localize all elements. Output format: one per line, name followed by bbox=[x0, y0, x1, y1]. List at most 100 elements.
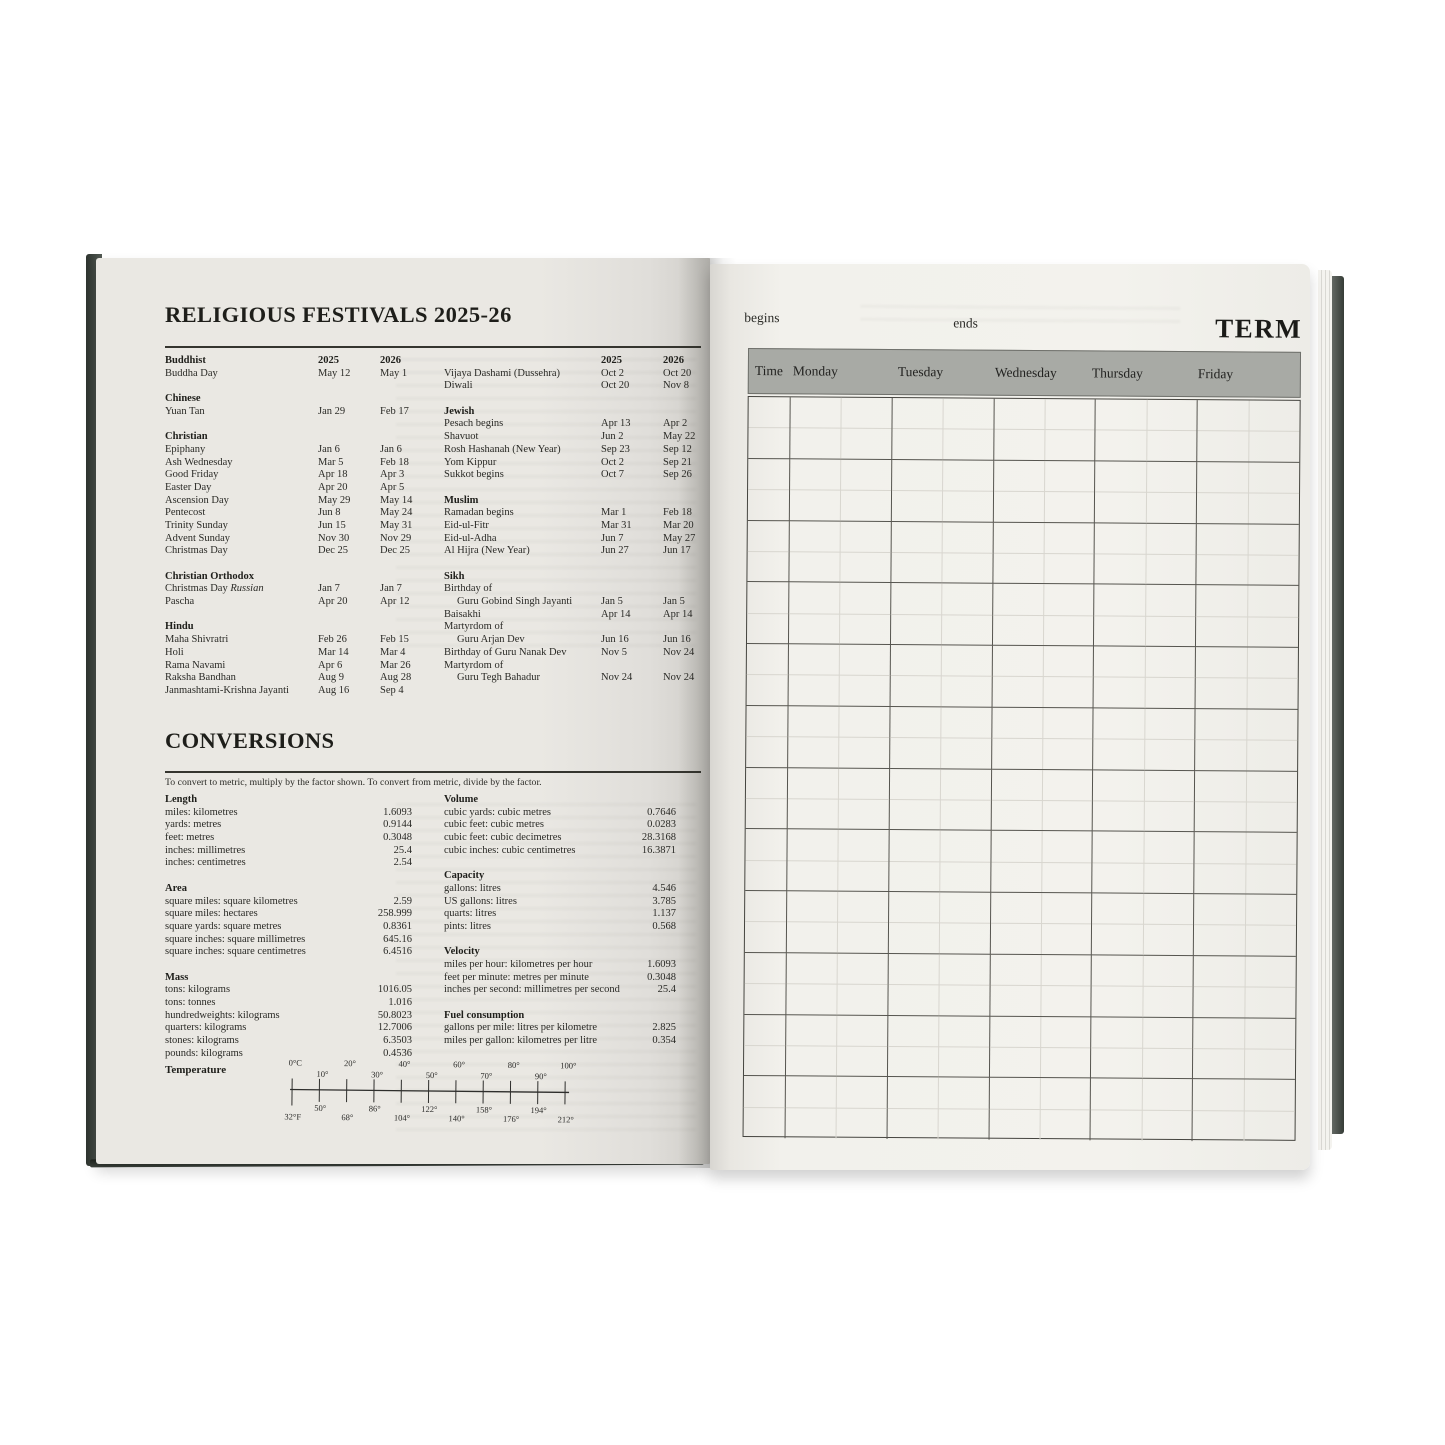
conversions-left-column: Length miles: kilometres 1.6093 yards: m… bbox=[165, 794, 412, 1060]
conversion-label: feet per minute: metres per minute bbox=[444, 971, 589, 983]
day-cell bbox=[788, 582, 892, 645]
conversion-label: tons: kilograms bbox=[165, 984, 231, 996]
festival-name: Birthday of Guru Nanak Dev bbox=[444, 646, 567, 658]
festival-date-2026: 2026 bbox=[663, 355, 684, 366]
festival-date-2025: Jun 16 bbox=[601, 634, 629, 646]
festival-row: Maha Shivratri Feb 26 Feb 15 bbox=[165, 634, 421, 647]
conversion-value: 1.137 bbox=[652, 908, 676, 920]
conversion-row: cubic feet: cubic metres 0.0283 bbox=[444, 819, 676, 832]
festival-name: Pesach begins bbox=[444, 418, 504, 430]
festival-date-2026: Jan 6 bbox=[380, 443, 402, 455]
festival-name: Ascension Day bbox=[165, 494, 229, 506]
festival-date-2025: Jan 29 bbox=[318, 405, 346, 417]
conversion-row: square yards: square metres 0.8361 bbox=[165, 921, 412, 934]
right-page: begins ends TERM Time Monday Tuesday Wed… bbox=[710, 264, 1310, 1170]
festival-row: Ash Wednesday Mar 5 Feb 18 bbox=[165, 457, 421, 470]
festival-date-2025: Jan 7 bbox=[318, 583, 340, 595]
festival-date-2025: Mar 5 bbox=[318, 456, 344, 468]
svg-text:212°: 212° bbox=[558, 1114, 574, 1124]
day-cell bbox=[1195, 647, 1298, 710]
festival-date-2026: Sep 4 bbox=[380, 684, 404, 696]
svg-text:158°: 158° bbox=[476, 1104, 492, 1114]
conversion-row: square inches: square millimetres 645.16 bbox=[165, 934, 412, 947]
svg-text:70°: 70° bbox=[480, 1071, 492, 1081]
conversion-label: gallons: litres bbox=[444, 882, 501, 894]
festival-date-2025: Aug 16 bbox=[318, 684, 350, 696]
festival-date-2025: Mar 1 bbox=[601, 507, 627, 519]
conversion-value: 0.568 bbox=[652, 920, 676, 932]
conversion-row: cubic yards: cubic metres 0.7646 bbox=[444, 807, 676, 820]
day-cell bbox=[888, 953, 991, 1017]
festival-date-2025: 2025 bbox=[318, 355, 339, 366]
conversion-row: US gallons: litres 3.785 bbox=[444, 896, 676, 909]
festival-name: Christmas Day Russian bbox=[165, 583, 264, 595]
conversion-row: cubic feet: cubic decimetres 28.3168 bbox=[444, 832, 676, 845]
festival-row bbox=[165, 418, 421, 431]
conversion-row bbox=[444, 934, 676, 947]
festival-row: Chinese bbox=[165, 393, 421, 406]
festival-name: Guru Gobind Singh Jayanti bbox=[457, 596, 573, 608]
day-cell bbox=[992, 522, 1096, 585]
festival-date-2026: Feb 18 bbox=[663, 507, 692, 519]
festival-name: Martyrdom of bbox=[444, 659, 504, 671]
book-cover-right-edge bbox=[1330, 276, 1344, 1134]
festival-name: Maha Shivratri bbox=[165, 634, 229, 646]
festival-name: Sukkot begins bbox=[444, 469, 504, 481]
festival-name: Al Hijra (New Year) bbox=[444, 545, 530, 557]
svg-text:140°: 140° bbox=[448, 1113, 464, 1123]
festival-name: Yuan Tan bbox=[165, 405, 205, 417]
svg-text:176°: 176° bbox=[503, 1114, 519, 1124]
festival-row: Vijaya Dashami (Dussehra) Oct 2 Oct 20 bbox=[444, 368, 700, 381]
conversion-row: Length bbox=[165, 794, 412, 807]
festival-name: Chinese bbox=[165, 393, 201, 405]
time-cell bbox=[745, 829, 788, 892]
day-cell bbox=[891, 521, 994, 584]
festival-date-2025: Mar 31 bbox=[601, 519, 632, 531]
conversion-row: inches: centimetres 2.54 bbox=[165, 857, 412, 870]
conversion-row: hundredweights: kilograms 50.8023 bbox=[165, 1010, 412, 1023]
festival-row: Diwali Oct 20 Nov 8 bbox=[444, 380, 700, 393]
conversion-row: Capacity bbox=[444, 870, 676, 883]
conversion-value: 3.785 bbox=[652, 895, 676, 907]
festival-date-2026: Apr 2 bbox=[663, 418, 688, 430]
svg-text:60°: 60° bbox=[453, 1059, 465, 1069]
day-cell bbox=[990, 892, 1093, 956]
conversion-label: inches per second: millimetres per secon… bbox=[444, 984, 620, 996]
festival-date-2026: Oct 20 bbox=[663, 367, 692, 379]
conversion-row bbox=[444, 857, 676, 870]
festival-row: Yom Kippur Oct 2 Sep 21 bbox=[444, 457, 700, 470]
day-cell bbox=[1094, 522, 1198, 586]
festival-date-2026: Apr 3 bbox=[380, 469, 405, 481]
festival-date-2026: 2026 bbox=[380, 355, 401, 366]
conversion-row: miles per hour: kilometres per hour 1.60… bbox=[444, 959, 676, 972]
day-cell bbox=[790, 397, 893, 460]
timetable-page-content: begins ends TERM Time Monday Tuesday Wed… bbox=[710, 264, 1310, 1170]
festival-name: Ash Wednesday bbox=[165, 456, 233, 468]
day-cell bbox=[1090, 1078, 1194, 1142]
day-cell bbox=[1091, 1016, 1194, 1080]
festival-name: Guru Arjan Dev bbox=[457, 634, 525, 646]
day-cell bbox=[993, 398, 1097, 462]
day-cell bbox=[1095, 461, 1198, 524]
time-cell bbox=[747, 520, 790, 583]
festival-row: Birthday of Guru Nanak Dev Nov 5 Nov 24 bbox=[444, 647, 700, 660]
festival-date-2026: Jun 17 bbox=[663, 545, 691, 557]
festival-row bbox=[444, 482, 700, 495]
day-cell bbox=[786, 953, 889, 1016]
conversion-label: square miles: hectares bbox=[165, 908, 258, 920]
conversion-row: tons: tonnes 1.016 bbox=[165, 997, 412, 1010]
conversion-value: 0.9144 bbox=[383, 819, 412, 831]
festival-row: Rama Navami Apr 6 Mar 26 bbox=[165, 660, 421, 673]
festival-row: Sukkot begins Oct 7 Sep 26 bbox=[444, 469, 700, 482]
svg-text:40°: 40° bbox=[399, 1059, 411, 1069]
day-cell bbox=[787, 829, 890, 892]
conversion-label: gallons per mile: litres per kilometre bbox=[444, 1022, 598, 1034]
day-cell bbox=[887, 1015, 990, 1078]
day-cell bbox=[1091, 955, 1194, 1018]
festival-date-2026: Feb 15 bbox=[380, 634, 409, 646]
festival-date-2025: Oct 7 bbox=[601, 469, 625, 481]
day-cell bbox=[1094, 584, 1197, 648]
conversion-value: 25.4 bbox=[657, 984, 676, 996]
day-cell bbox=[1095, 399, 1198, 462]
festival-date-2026: Sep 26 bbox=[663, 469, 692, 481]
